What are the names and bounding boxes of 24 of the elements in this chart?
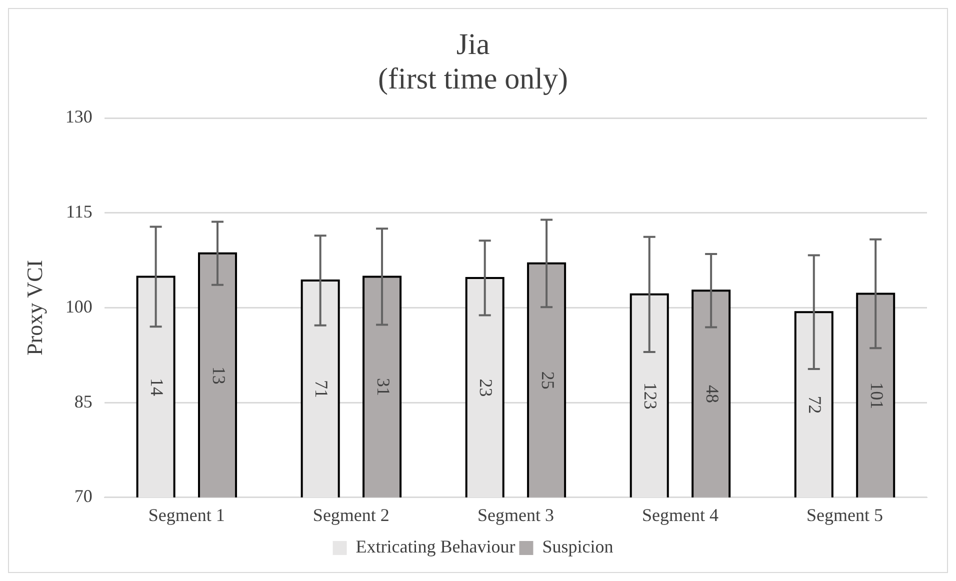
x-tick-label: Segment 2 bbox=[312, 504, 390, 525]
annotation: 23 bbox=[476, 378, 496, 397]
annotation: 123 bbox=[640, 382, 661, 410]
annotation: 71 bbox=[312, 380, 332, 398]
x-tick-label: Segment 3 bbox=[477, 504, 554, 525]
y-tick-label: 70 bbox=[74, 486, 92, 506]
annotation: 48 bbox=[702, 385, 722, 404]
x-tick-label: Segment 5 bbox=[806, 504, 883, 525]
y-tick-label: 100 bbox=[65, 296, 92, 316]
annotation: 13 bbox=[208, 366, 229, 384]
legend-label: Extricating Behaviour bbox=[356, 536, 516, 557]
annotation: 25 bbox=[538, 371, 558, 390]
x-tick-label: Segment 1 bbox=[148, 504, 225, 525]
y-axis-title: Proxy VCI bbox=[22, 260, 47, 356]
y-tick-label: 130 bbox=[65, 106, 92, 127]
annotation: 14 bbox=[147, 378, 168, 396]
annotation: 72 bbox=[805, 396, 826, 414]
legend-label: Suspicion bbox=[542, 536, 614, 557]
x-tick-label: Segment 4 bbox=[642, 504, 718, 525]
chart-title: Jia (first time only) bbox=[378, 28, 568, 96]
annotation: 101 bbox=[866, 382, 887, 410]
annotation: 31 bbox=[373, 378, 394, 396]
y-tick-label: 115 bbox=[66, 202, 92, 222]
y-tick-label: 85 bbox=[74, 391, 92, 412]
